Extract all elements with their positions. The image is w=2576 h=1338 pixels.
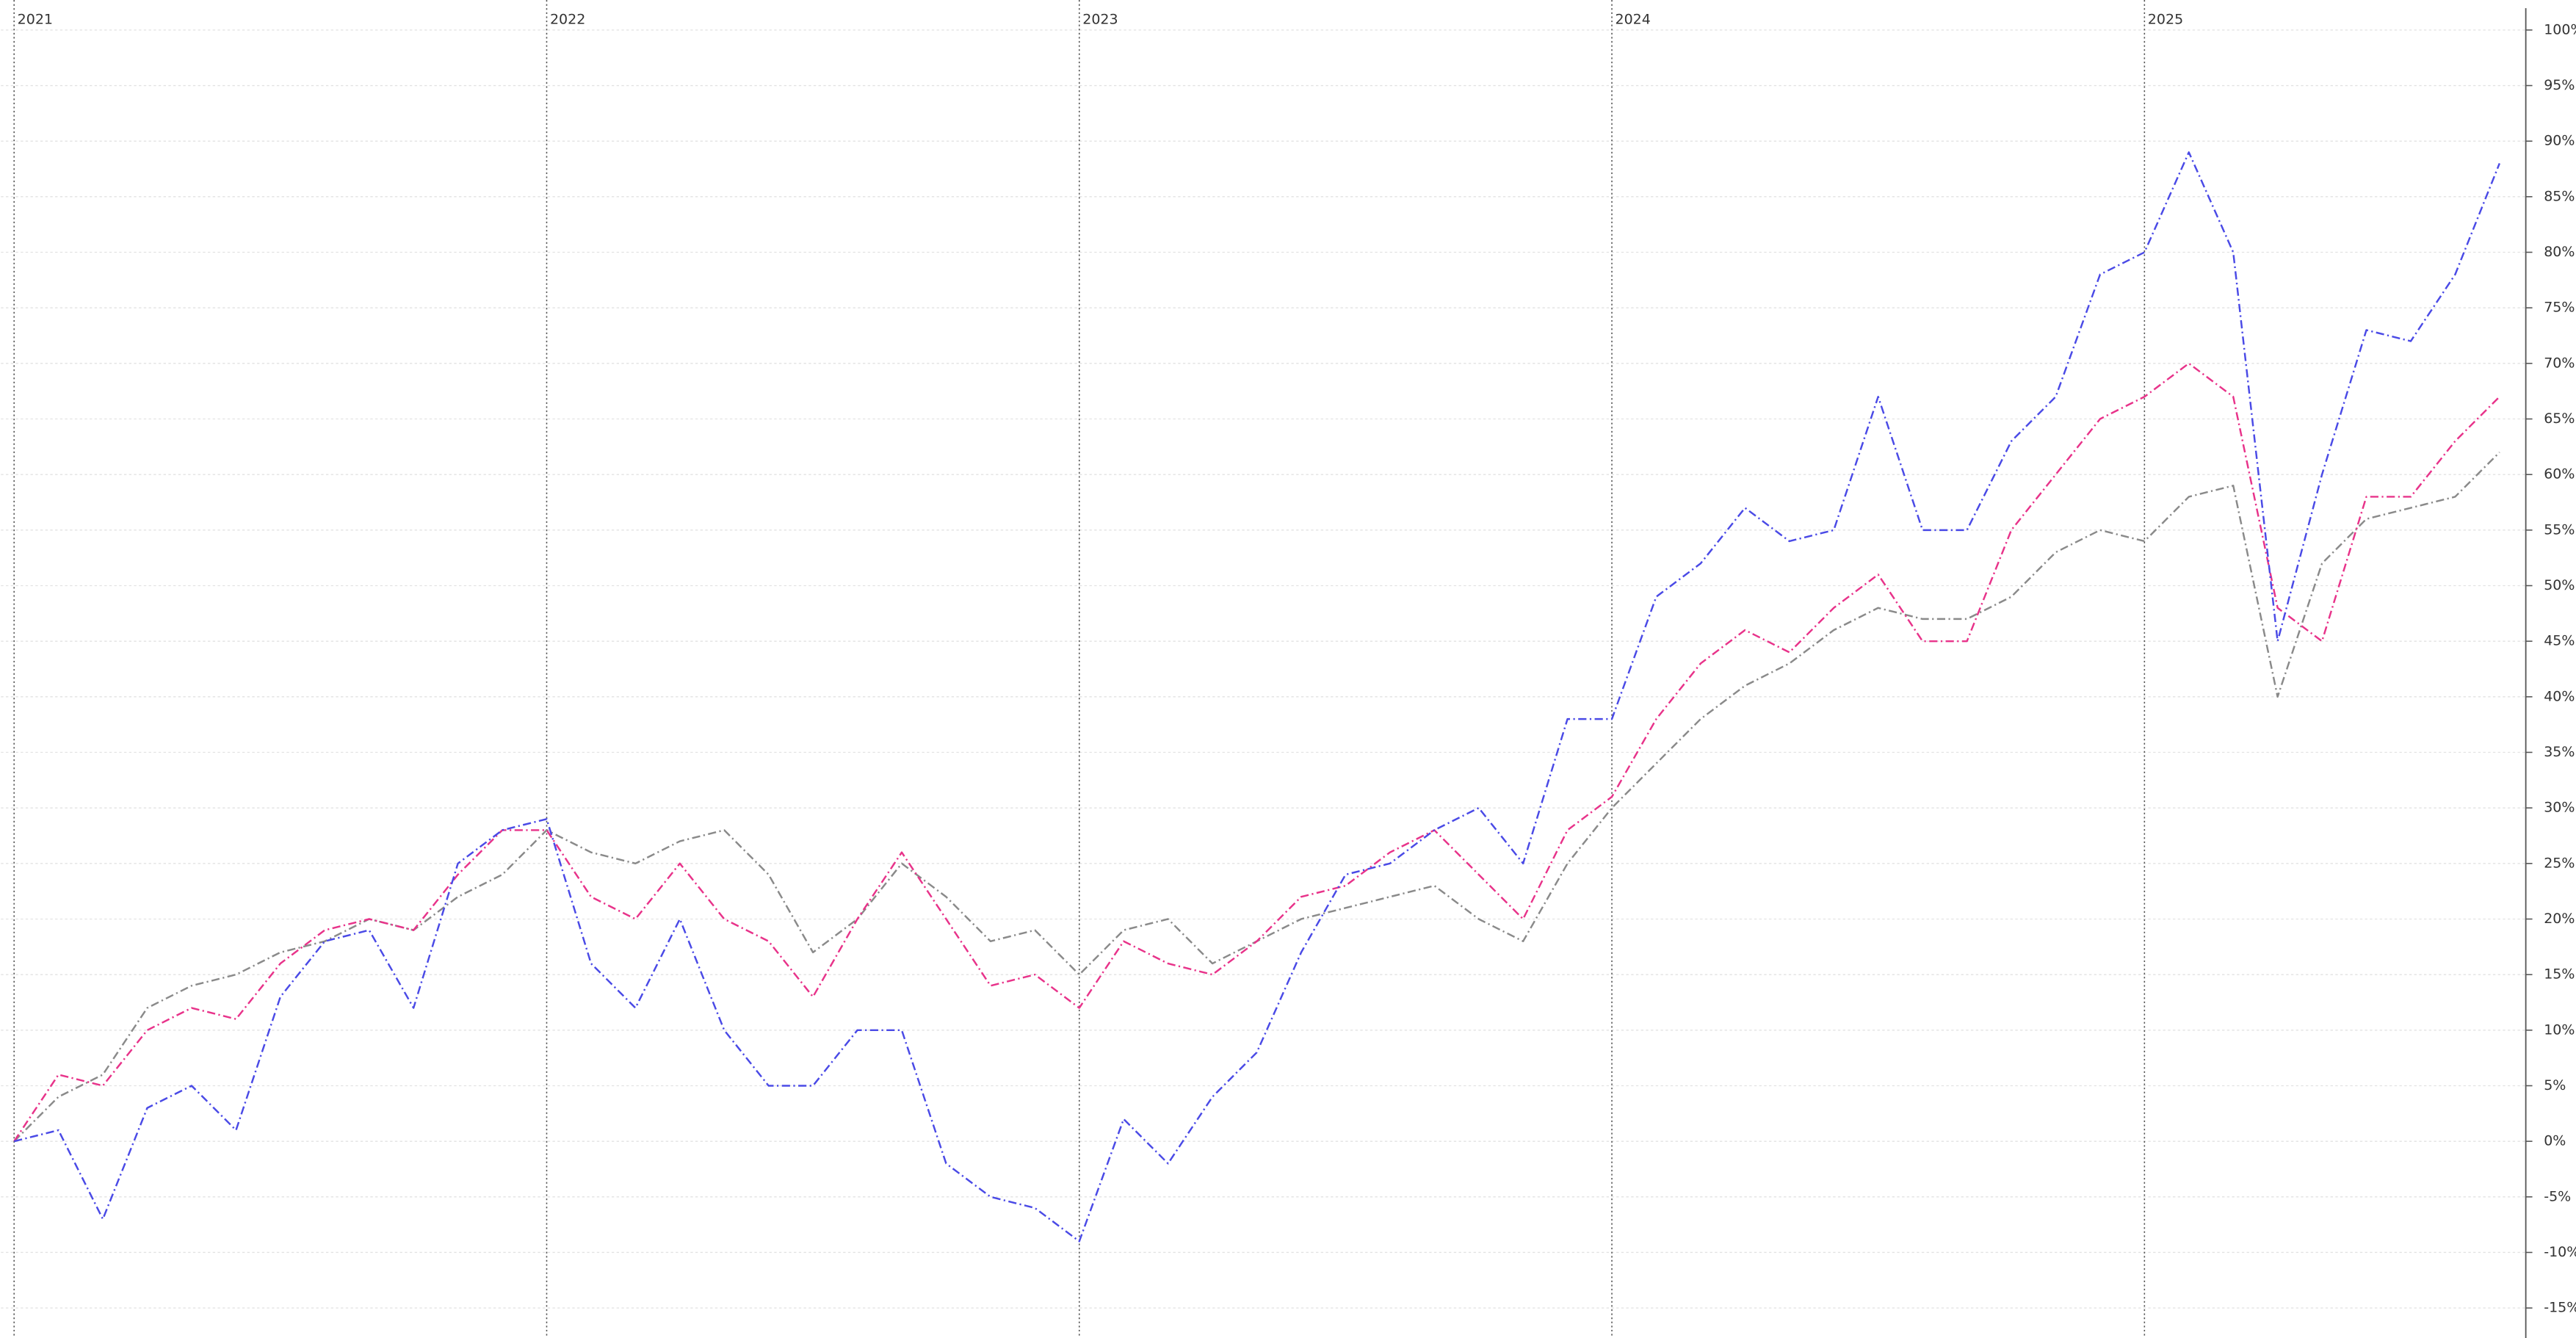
y-tick-label: -5% xyxy=(2544,1188,2571,1204)
y-tick-label: 45% xyxy=(2544,633,2575,649)
y-tick-label: 75% xyxy=(2544,300,2575,316)
y-tick-label: 25% xyxy=(2544,855,2575,871)
y-tick-label: 65% xyxy=(2544,411,2575,427)
series-line xyxy=(13,452,2500,1143)
y-tick-label: 100% xyxy=(2544,21,2576,37)
y-tick-label: 40% xyxy=(2544,688,2575,704)
y-tick-label: 15% xyxy=(2544,966,2575,983)
y-tick-label: 35% xyxy=(2544,744,2575,760)
y-tick-label: -15% xyxy=(2544,1300,2576,1316)
y-tick-label: 85% xyxy=(2544,188,2575,204)
y-tick-label: 10% xyxy=(2544,1021,2575,1038)
y-tick-label: 0% xyxy=(2544,1133,2566,1149)
x-tick-label: 2021 xyxy=(18,11,53,27)
y-tick-label: 90% xyxy=(2544,133,2575,149)
y-tick-label: 60% xyxy=(2544,466,2575,482)
y-tick-label: 5% xyxy=(2544,1077,2566,1093)
series-line xyxy=(13,151,2501,1243)
x-tick-label: 2022 xyxy=(550,11,585,27)
y-tick-label: 30% xyxy=(2544,800,2575,816)
series-line xyxy=(13,362,2500,1142)
x-tick-label: 2024 xyxy=(1616,11,1651,27)
x-tick-label: 2023 xyxy=(1082,11,1118,27)
y-tick-label: 80% xyxy=(2544,244,2575,260)
y-tick-label: 50% xyxy=(2544,577,2575,593)
y-tick-label: 95% xyxy=(2544,77,2575,93)
y-tick-label: -10% xyxy=(2544,1244,2576,1260)
y-tick-label: 20% xyxy=(2544,911,2575,927)
y-tick-label: 55% xyxy=(2544,521,2575,538)
x-tick-label: 2025 xyxy=(2148,11,2183,27)
y-tick-label: 70% xyxy=(2544,355,2575,371)
